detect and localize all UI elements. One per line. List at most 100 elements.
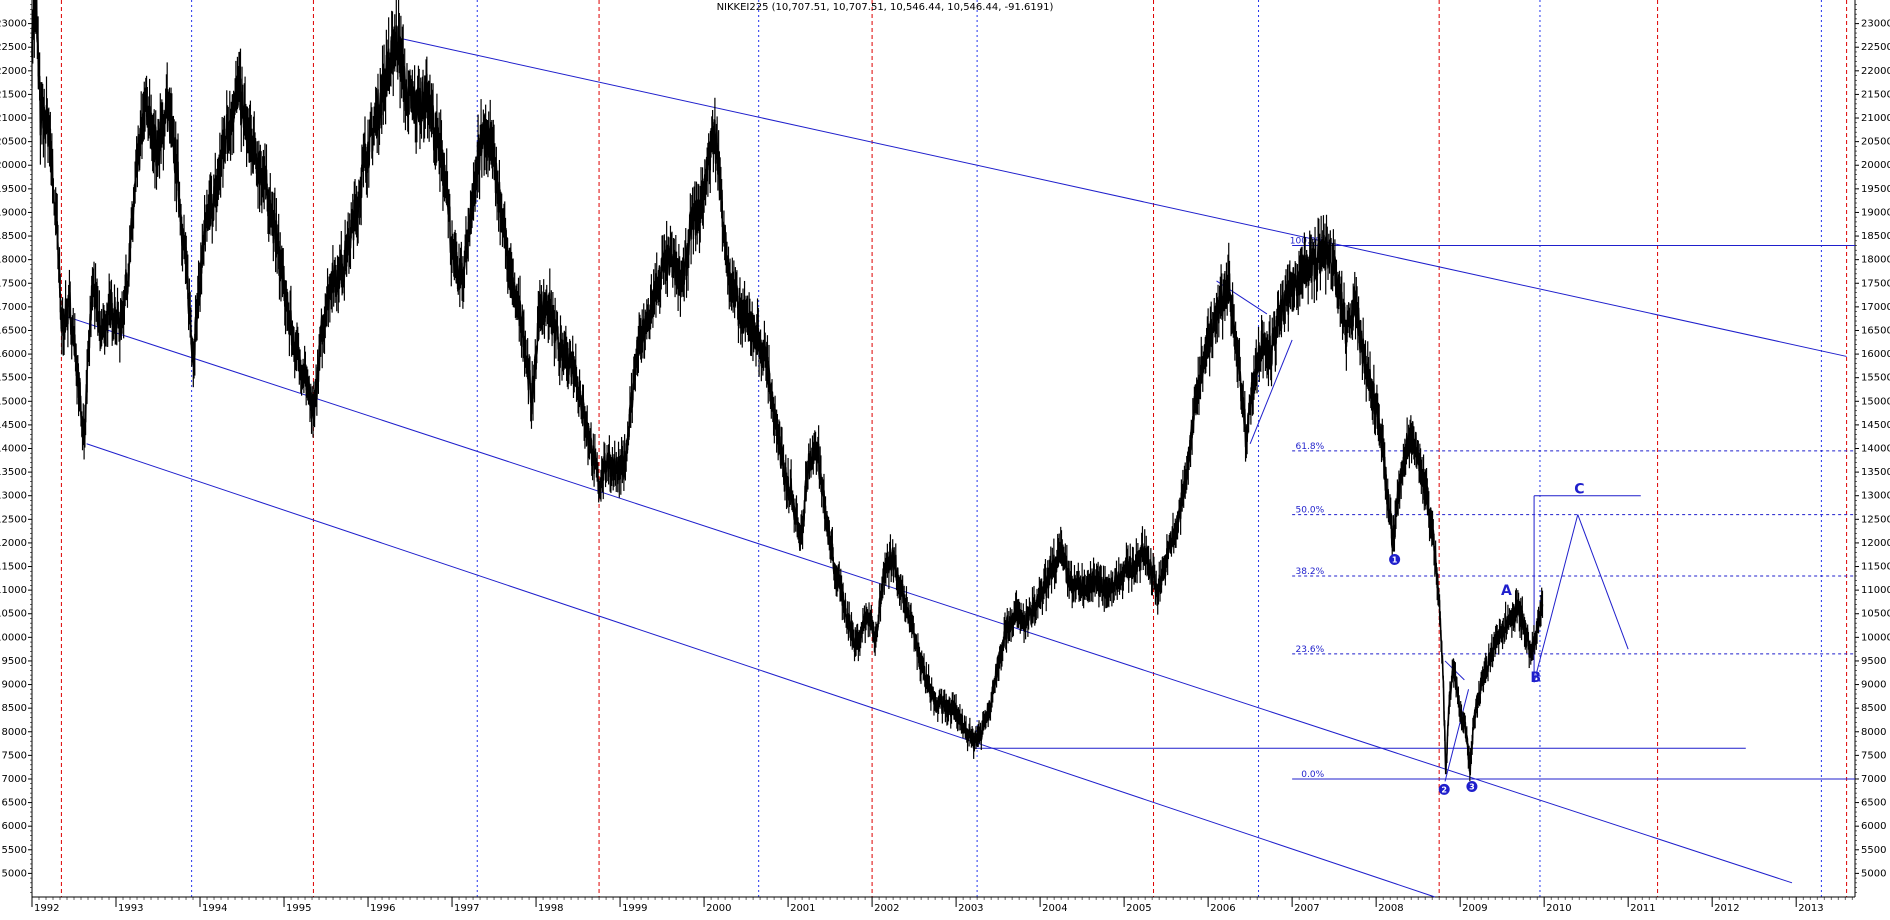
circled-label-disc: [1389, 553, 1401, 565]
trendline: [65, 315, 1793, 884]
y-tick-label-left: 20500: [0, 137, 27, 148]
y-tick-label-right: 14000: [1861, 444, 1890, 455]
fib-level-label: 38.2%: [1296, 567, 1325, 577]
y-tick-label-right: 18500: [1861, 231, 1890, 242]
trendline: [1249, 339, 1293, 444]
y-tick-label-left: 8500: [2, 703, 27, 714]
y-tick-label-left: 18000: [0, 255, 27, 266]
y-tick-label-left: 16500: [0, 325, 27, 336]
y-tick-label-right: 20500: [1861, 137, 1890, 148]
x-tick-label: 1994: [202, 903, 227, 914]
trendline: [1533, 514, 1579, 683]
y-tick-label-left: 21500: [0, 89, 27, 100]
y-tick-label-left: 11000: [0, 585, 27, 596]
wave-label: B: [1530, 670, 1541, 686]
circled-label-text: 1: [1392, 556, 1398, 565]
y-tick-label-left: 13500: [0, 467, 27, 478]
x-tick-label: 1996: [370, 903, 395, 914]
x-tick-label: 2000: [706, 903, 731, 914]
x-tick-label: 2006: [1210, 903, 1235, 914]
y-tick-label-right: 21000: [1861, 113, 1890, 124]
y-tick-label-left: 14000: [0, 444, 27, 455]
y-tick-label-right: 21500: [1861, 89, 1890, 100]
x-tick-label: 2004: [1042, 903, 1067, 914]
y-tick-label-left: 19000: [0, 207, 27, 218]
y-tick-label-left: 15500: [0, 373, 27, 384]
circled-label-text: 3: [1469, 783, 1475, 792]
fib-level-label: 0.0%: [1301, 770, 1324, 780]
y-tick-label-right: 11000: [1861, 585, 1890, 596]
y-tick-label-right: 14500: [1861, 420, 1890, 431]
y-tick-label-right: 8500: [1861, 703, 1886, 714]
y-tick-label-left: 18500: [0, 231, 27, 242]
price-series: [31, 0, 1544, 782]
y-tick-label-right: 9000: [1861, 680, 1886, 691]
trendline: [1577, 514, 1629, 650]
x-tick-label: 2012: [1714, 903, 1739, 914]
y-tick-label-right: 7000: [1861, 774, 1886, 785]
y-tick-label-right: 16000: [1861, 349, 1890, 360]
y-tick-label-right: 17000: [1861, 302, 1890, 313]
y-tick-label-right: 6000: [1861, 821, 1886, 832]
y-tick-label-right: 20000: [1861, 160, 1890, 171]
trendline: [1444, 689, 1470, 782]
y-tick-label-right: 12000: [1861, 538, 1890, 549]
x-tick-label: 2002: [874, 903, 899, 914]
y-tick-label-left: 11500: [0, 562, 27, 573]
y-tick-label-right: 5000: [1861, 868, 1886, 879]
vertical-gridlines: [60, 0, 1848, 897]
y-tick-label-left: 23000: [0, 19, 27, 30]
y-tick-label-left: 17500: [0, 278, 27, 289]
y-tick-label-left: 16000: [0, 349, 27, 360]
circled-label-disc: [1438, 783, 1450, 795]
y-tick-label-right: 13500: [1861, 467, 1890, 478]
y-tick-label-left: 6000: [2, 821, 27, 832]
y-tick-label-right: 8000: [1861, 727, 1886, 738]
y-tick-label-left: 6500: [2, 798, 27, 809]
y-tick-label-left: 21000: [0, 113, 27, 124]
y-tick-label-right: 15000: [1861, 396, 1890, 407]
y-tick-label-right: 6500: [1861, 798, 1886, 809]
y-tick-label-left: 19500: [0, 184, 27, 195]
circled-label-text: 2: [1441, 786, 1447, 795]
y-tick-label-left: 17000: [0, 302, 27, 313]
fib-level-label: 50.0%: [1296, 506, 1325, 516]
y-tick-label-left: 8000: [2, 727, 27, 738]
y-tick-label-left: 22500: [0, 42, 27, 53]
y-tick-label-left: 7000: [2, 774, 27, 785]
x-tick-label: 1992: [34, 903, 59, 914]
y-tick-label-right: 12500: [1861, 514, 1890, 525]
wave-labels: A B C 1 2 3: [1389, 481, 1585, 795]
y-tick-label-left: 12500: [0, 514, 27, 525]
trendline: [397, 37, 1847, 357]
chart-title: NIKKEI225 (10,707.51, 10,707.51, 10,546.…: [717, 2, 1054, 13]
fib-level-label: 61.8%: [1296, 442, 1325, 452]
y-tick-label-right: 11500: [1861, 562, 1890, 573]
wave-label: C: [1574, 481, 1584, 497]
y-tick-label-right: 22000: [1861, 66, 1890, 77]
x-tick-label: 1995: [286, 903, 311, 914]
y-tick-label-right: 18000: [1861, 255, 1890, 266]
y-tick-label-left: 5500: [2, 845, 27, 856]
y-tick-label-right: 15500: [1861, 373, 1890, 384]
fib-level-label: 100.0%: [1290, 236, 1325, 246]
x-tick-label: 2013: [1798, 903, 1823, 914]
x-tick-label: 2007: [1294, 903, 1319, 914]
y-tick-label-left: 10000: [0, 632, 27, 643]
x-tick-label: 2011: [1630, 903, 1655, 914]
x-tick-label: 2008: [1378, 903, 1403, 914]
x-tick-label: 1998: [538, 903, 563, 914]
y-tick-label-left: 7500: [2, 750, 27, 761]
y-tick-label-left: 9000: [2, 680, 27, 691]
x-tick-label: 2009: [1462, 903, 1487, 914]
x-tick-label: 2005: [1126, 903, 1151, 914]
y-tick-label-right: 17500: [1861, 278, 1890, 289]
y-tick-label-left: 9500: [2, 656, 27, 667]
y-tick-label-right: 5500: [1861, 845, 1886, 856]
y-tick-label-left: 20000: [0, 160, 27, 171]
y-tick-label-right: 13000: [1861, 491, 1890, 502]
y-tick-label-right: 7500: [1861, 750, 1886, 761]
